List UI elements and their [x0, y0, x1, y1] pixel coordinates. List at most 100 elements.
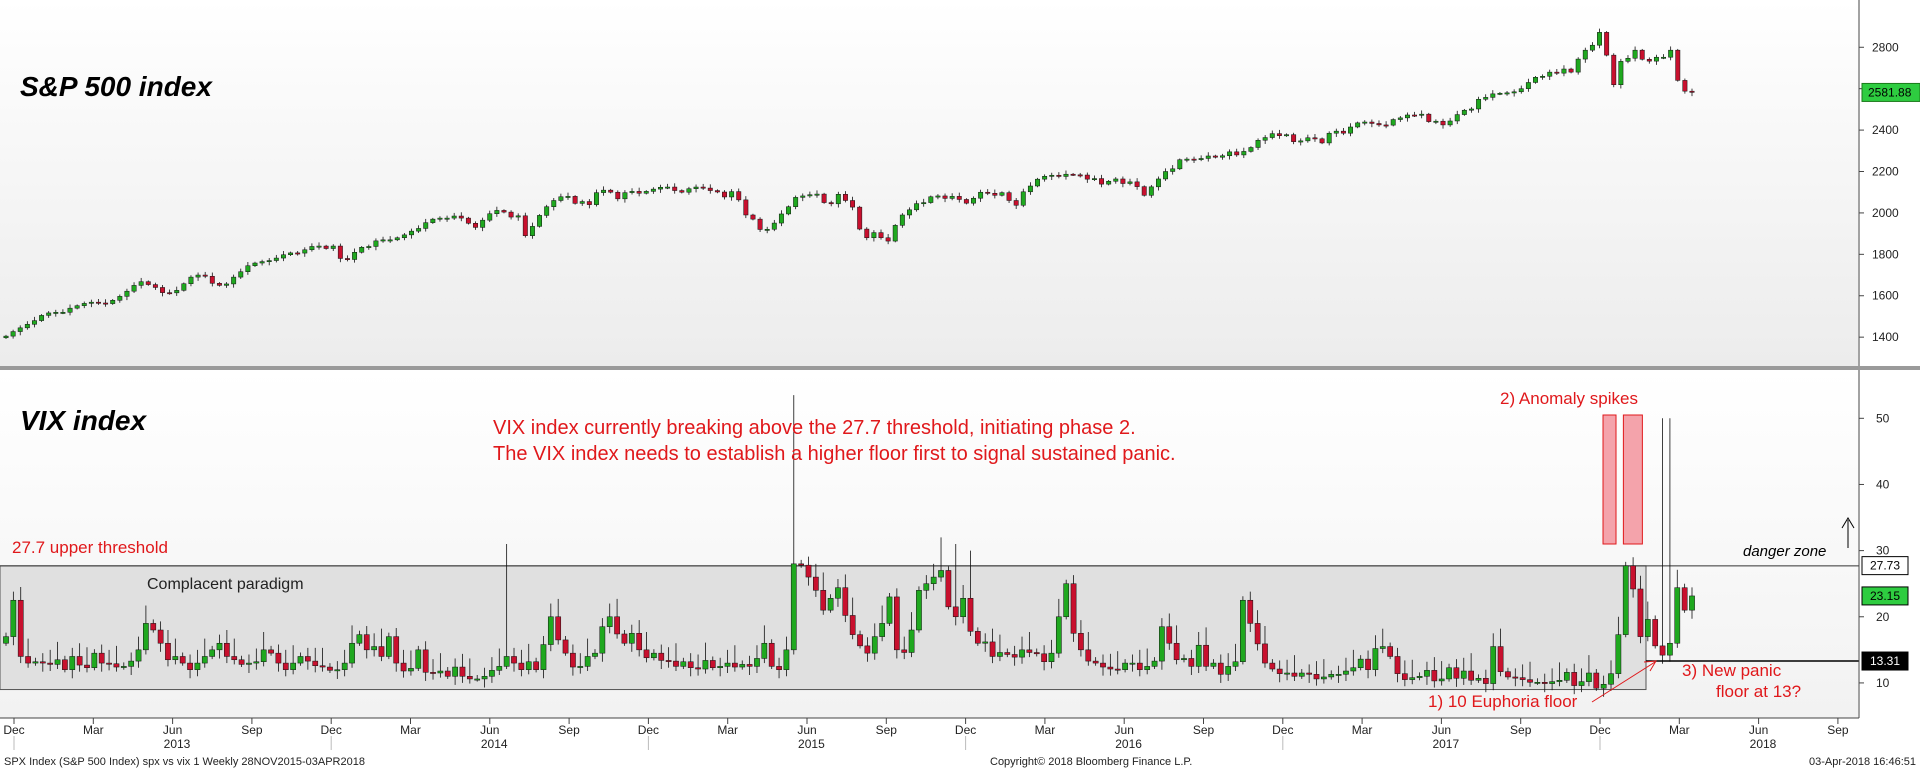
spx-candle	[1483, 97, 1489, 100]
vix-candle	[1490, 646, 1497, 684]
vix-candle	[268, 649, 274, 654]
spx-candle	[231, 276, 237, 285]
spx-candle	[1127, 181, 1133, 184]
spx-candle	[1611, 54, 1617, 85]
spx-candle	[636, 191, 642, 194]
vix-candle	[1505, 671, 1511, 678]
spx-candle	[985, 191, 991, 194]
vix-candle	[960, 597, 966, 618]
x-year-label: 2014	[481, 737, 508, 751]
vix-candle	[106, 662, 112, 665]
x-month-label: Sep	[1827, 723, 1849, 737]
vix-candle	[1085, 649, 1092, 662]
spx-candle	[1269, 133, 1275, 138]
spx-candle	[117, 296, 123, 301]
footer-left: SPX Index (S&P 500 Index) spx vs vix 1 W…	[4, 756, 365, 768]
vix-candle	[1424, 670, 1430, 677]
vix-candle	[555, 616, 562, 641]
footer-center: Copyright© 2018 Bloomberg Finance L.P.	[990, 756, 1192, 768]
vix-candle	[533, 661, 539, 670]
vix-level-tag-label: 13.31	[1870, 654, 1900, 668]
spx-candle	[1284, 134, 1289, 137]
vix-candle	[1114, 668, 1121, 671]
spx-candle	[714, 190, 720, 193]
x-month-label: Jun	[1115, 723, 1134, 737]
vix-candle	[1078, 633, 1084, 651]
x-month-label: Jun	[1749, 723, 1768, 737]
spx-candle	[238, 271, 244, 278]
x-month-label: Dec	[1589, 723, 1610, 737]
vix-candle	[17, 599, 24, 657]
spx-candle	[224, 283, 229, 286]
spx-candle	[423, 222, 429, 229]
vix-candle	[1372, 648, 1379, 670]
vix-candle	[518, 662, 525, 670]
vix-candle	[974, 631, 981, 644]
vix-candle	[489, 670, 495, 677]
vix-candle	[1394, 656, 1401, 674]
x-month-label: Dec	[638, 723, 659, 737]
x-month-label: Dec	[321, 723, 342, 737]
vix-candle	[297, 656, 304, 664]
spx-candle	[508, 211, 514, 218]
spx-candle	[1632, 49, 1638, 59]
spx-candle	[1497, 92, 1503, 95]
spx-candle	[53, 312, 59, 314]
annotation-upper-threshold: 27.7 upper threshold	[12, 538, 168, 557]
spx-candle	[921, 202, 927, 205]
spx-candle	[3, 335, 9, 339]
vix-candle	[695, 667, 701, 670]
spx-candle	[857, 206, 863, 230]
spx-candle	[1333, 130, 1339, 134]
vix-tick-label: 10	[1876, 676, 1890, 690]
vix-candle	[1195, 644, 1202, 667]
spx-candle	[999, 192, 1005, 196]
spx-candle	[1340, 130, 1346, 134]
spx-candle	[537, 215, 542, 227]
vix-candle	[135, 649, 142, 662]
spx-candle	[1020, 191, 1026, 206]
vix-candle	[1402, 673, 1408, 680]
spx-candle	[1490, 93, 1496, 98]
spx-tick-label: 1600	[1872, 289, 1899, 303]
spx-candle	[430, 218, 436, 223]
spx-candle	[515, 215, 521, 218]
spx-candle	[771, 222, 777, 230]
vix-candle	[1556, 680, 1563, 682]
vix-candle	[1357, 658, 1364, 668]
vix-candle	[253, 661, 260, 664]
vix-candle	[1468, 670, 1474, 681]
spx-candle	[337, 245, 343, 259]
annotation-main-line2: The VIX index needs to establish a highe…	[493, 443, 1176, 465]
annotation-new-panic-2: floor at 13?	[1716, 682, 1801, 701]
spx-candle	[1298, 140, 1304, 143]
spx-candle	[1369, 121, 1375, 124]
vix-candle	[128, 660, 135, 667]
vix-candle	[444, 670, 451, 677]
spx-candle	[871, 232, 877, 239]
vix-candle	[1600, 683, 1607, 689]
spx-candle	[437, 217, 443, 220]
spx-candle	[978, 191, 984, 199]
spx-candle	[736, 191, 742, 201]
spx-candle	[1618, 61, 1624, 85]
vix-candle	[349, 642, 355, 664]
vix-candle	[1210, 662, 1217, 667]
spx-candle	[1255, 139, 1261, 148]
spx-candle	[907, 209, 912, 216]
spx-candle	[1006, 192, 1012, 201]
x-month-label: Dec	[1272, 723, 1293, 737]
vix-candle	[1622, 565, 1629, 635]
spx-candle	[629, 191, 635, 193]
panel-separator	[0, 366, 1920, 370]
spx-candle	[1518, 88, 1524, 93]
spx-candle	[1077, 174, 1083, 177]
vix-candle	[1217, 662, 1224, 675]
vix-candle	[614, 616, 620, 635]
spx-candle	[1212, 155, 1218, 158]
spx-candle	[1027, 185, 1033, 193]
vix-candle	[1159, 626, 1165, 662]
spx-candle	[1091, 178, 1097, 180]
vix-candle	[224, 642, 230, 657]
spx-candle	[1120, 178, 1126, 184]
